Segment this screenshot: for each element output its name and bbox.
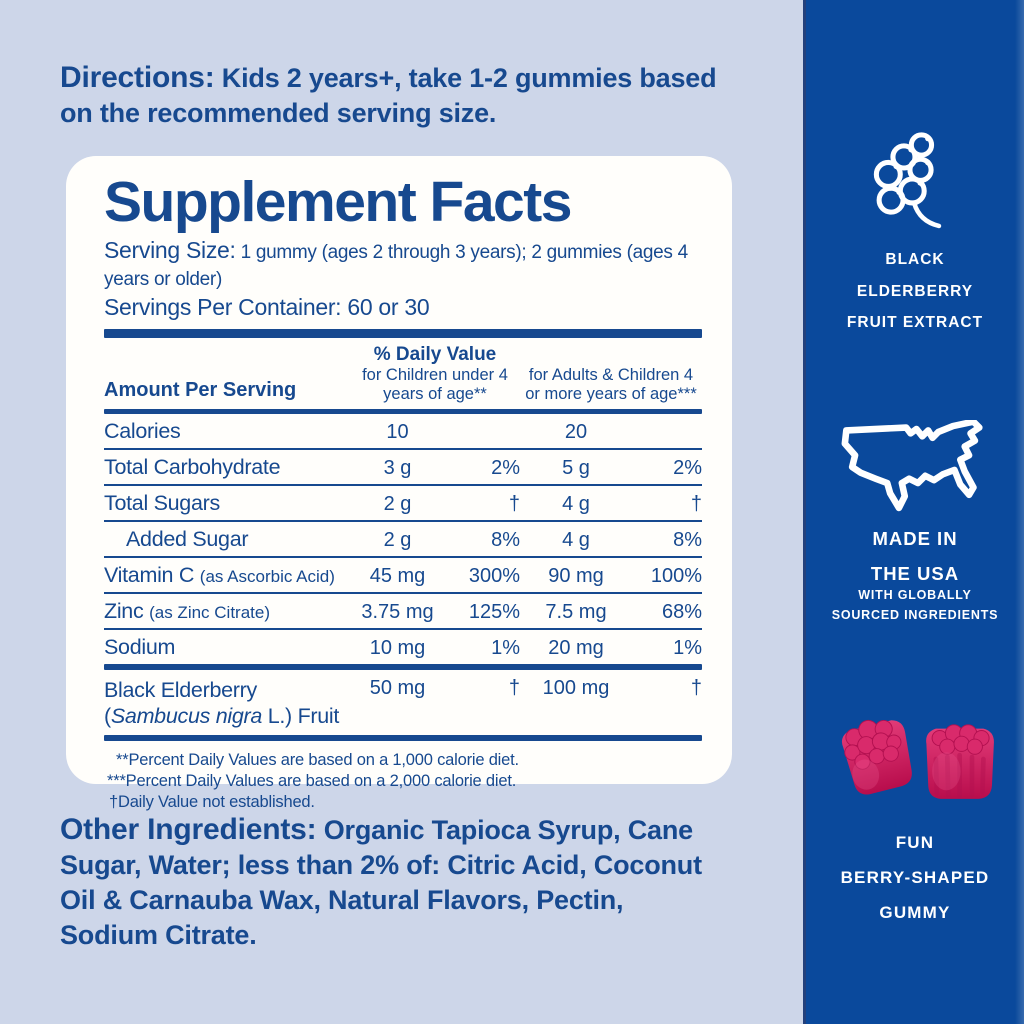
- nutrient-name: Total Sugars: [104, 491, 220, 515]
- nutrient-name: Calories: [104, 419, 181, 443]
- amount-adults: 4 g: [562, 529, 590, 551]
- serving-size-line: Serving Size: 1 gummy (ages 2 through 3 …: [104, 237, 702, 291]
- footnote-adults: ***Percent Daily Values are based on a 2…: [107, 772, 517, 790]
- other-ingredients-label: Other Ingredients:: [60, 813, 317, 846]
- amount-children: 3 g: [383, 457, 412, 479]
- latin-rest: L.) Fruit: [262, 704, 340, 728]
- nutrient-name-sub: (as Ascorbic Acid): [199, 567, 335, 586]
- badge-subtext-line: SOURCED INGREDIENTS: [831, 607, 999, 622]
- elderberry-name-line2: (Sambucus nigra L.) Fruit: [104, 703, 350, 729]
- table-row: Total Sugars 2 g † 4 g †: [104, 486, 702, 522]
- amount-children: 3.75 mg: [361, 601, 434, 623]
- other-ingredients-block: Other Ingredients: Organic Tapioca Syrup…: [60, 812, 720, 953]
- directions-label: Directions:: [60, 61, 215, 94]
- badge-text-line: MADE IN: [872, 528, 958, 549]
- dv-children: 125%: [468, 601, 520, 623]
- dv-adults: 100%: [650, 565, 702, 587]
- serving-size-value: 1 gummy (ages 2 through 3 years); 2 gumm…: [104, 242, 688, 290]
- dv-children: †: [508, 493, 520, 515]
- servings-per-container: Servings Per Container: 60 or 30: [104, 294, 430, 320]
- footnotes: **Percent Daily Values are based on a 1,…: [104, 750, 702, 813]
- dv-adults: †: [690, 677, 702, 699]
- amount-adults: 20: [564, 421, 588, 443]
- divider-thick-top: [104, 329, 702, 338]
- latin-name: Sambucus nigra: [110, 704, 263, 728]
- dv-adults: †: [690, 493, 702, 515]
- nutrient-name: Zinc (as Zinc Citrate): [104, 599, 350, 624]
- elderberry-cluster-icon: [873, 132, 942, 229]
- paren: (: [104, 704, 111, 728]
- amount-children: 2 g: [383, 529, 412, 551]
- dv-children: 300%: [468, 565, 520, 587]
- amount-children: 10 mg: [369, 637, 426, 659]
- nutrient-name: Added Sugar: [126, 527, 249, 551]
- usa-badge: MADE IN THE USA WITH GLOBALLY SOURCED IN…: [806, 420, 1024, 623]
- dv-children: †: [508, 677, 520, 699]
- badge-text-line: FRUIT EXTRACT: [846, 314, 984, 331]
- other-ingredients-text: Organic Tapioca Syrup, Cane Sugar, Water…: [60, 815, 702, 950]
- table-header: Amount Per Serving % Daily Value for Chi…: [104, 344, 702, 404]
- table-row: Total Carbohydrate 3 g 2% 5 g 2%: [104, 450, 702, 486]
- badge-text-line: ELDERBERRY: [856, 282, 974, 300]
- table-row: Added Sugar 2 g 8% 4 g 8%: [104, 522, 702, 558]
- badge-text-line: BLACK: [885, 251, 945, 268]
- amount-adults: 90 mg: [548, 565, 604, 587]
- nutrient-name: Sodium: [104, 635, 176, 659]
- amount-adults: 20 mg: [548, 637, 604, 659]
- amount-children: 45 mg: [369, 565, 426, 587]
- badge-text-line: BERRY-SHAPED: [840, 868, 990, 887]
- adults-column-header: for Adults & Children 4 or more years of…: [520, 344, 702, 404]
- badge-text-line: GUMMY: [879, 903, 951, 922]
- serving-size-label: Serving Size:: [104, 237, 236, 263]
- amount-children: 50 mg: [369, 677, 426, 699]
- nutrient-name: Total Carbohydrate: [104, 455, 281, 479]
- nutrient-name-sub: (as Zinc Citrate): [149, 603, 271, 622]
- dv-adults: 2%: [673, 457, 702, 479]
- nutrient-name: Vitamin C (as Ascorbic Acid): [104, 563, 350, 588]
- table-row: Sodium 10 mg 1% 20 mg 1%: [104, 630, 702, 664]
- amount-adults: 4 g: [562, 493, 590, 515]
- amount-adults: 100 mg: [542, 677, 610, 699]
- daily-value-header: % Daily Value: [373, 344, 497, 365]
- dv-children: 8%: [491, 529, 520, 551]
- amount-children: 2 g: [383, 493, 412, 515]
- divider-below-header: [104, 409, 702, 414]
- usa-map-icon: [841, 420, 983, 512]
- amount-adults: 5 g: [562, 457, 590, 479]
- children-column-label: for Children under 4 years of age**: [362, 366, 508, 403]
- supplement-facts-panel: Supplement Facts Serving Size: 1 gummy (…: [66, 156, 732, 811]
- directions-text: Kids 2 years+, take 1-2 gummies based on…: [60, 63, 717, 128]
- children-column-header: % Daily Value for Children under 4 years…: [350, 344, 520, 404]
- table-row-elderberry: Black Elderberry (Sambucus nigra L.) Fru…: [104, 670, 702, 735]
- directions-block: Directions: Kids 2 years+, take 1-2 gumm…: [60, 60, 720, 131]
- table-row: Zinc (as Zinc Citrate) 3.75 mg 125% 7.5 …: [104, 594, 702, 630]
- dv-adults: 8%: [673, 529, 702, 551]
- elderberry-name-line1: Black Elderberry: [104, 678, 257, 702]
- dv-adults: 68%: [661, 601, 702, 623]
- elderberry-badge: BLACK ELDERBERRY FRUIT EXTRACT: [806, 132, 1024, 333]
- dv-children: 2%: [491, 457, 520, 479]
- adults-column-label: for Adults & Children 4 or more years of…: [525, 366, 697, 403]
- supplement-facts-title: Supplement Facts: [104, 170, 572, 234]
- nutrient-name-main: Zinc: [104, 599, 150, 623]
- amount-children: 10: [386, 421, 409, 443]
- table-row: Vitamin C (as Ascorbic Acid) 45 mg 300% …: [104, 558, 702, 594]
- badge-subtext-line: WITH GLOBALLY: [858, 588, 972, 602]
- footnote-dagger: †Daily Value not established.: [109, 793, 315, 811]
- footnote-children: **Percent Daily Values are based on a 1,…: [116, 751, 519, 769]
- gummy-badge: FUN BERRY-SHAPED GUMMY: [806, 700, 1024, 923]
- badge-text-line: FUN: [895, 833, 935, 852]
- table-row: Calories 10 20: [104, 414, 702, 450]
- divider-thick-mid: [104, 664, 702, 670]
- amount-per-serving-header: Amount Per Serving: [104, 379, 297, 401]
- badge-text-line: THE USA: [870, 563, 960, 584]
- divider-thick-bottom: [104, 735, 702, 741]
- nutrient-name-main: Vitamin C: [104, 563, 200, 587]
- nutrient-name: Black Elderberry (Sambucus nigra L.) Fru…: [104, 677, 350, 729]
- dv-children: 1%: [491, 637, 520, 659]
- amount-adults: 7.5 mg: [545, 601, 607, 623]
- berry-gummies-image: [841, 719, 994, 799]
- dv-adults: 1%: [673, 637, 702, 659]
- right-sidebar: BLACK ELDERBERRY FRUIT EXTRACT MADE IN T…: [803, 0, 1024, 1024]
